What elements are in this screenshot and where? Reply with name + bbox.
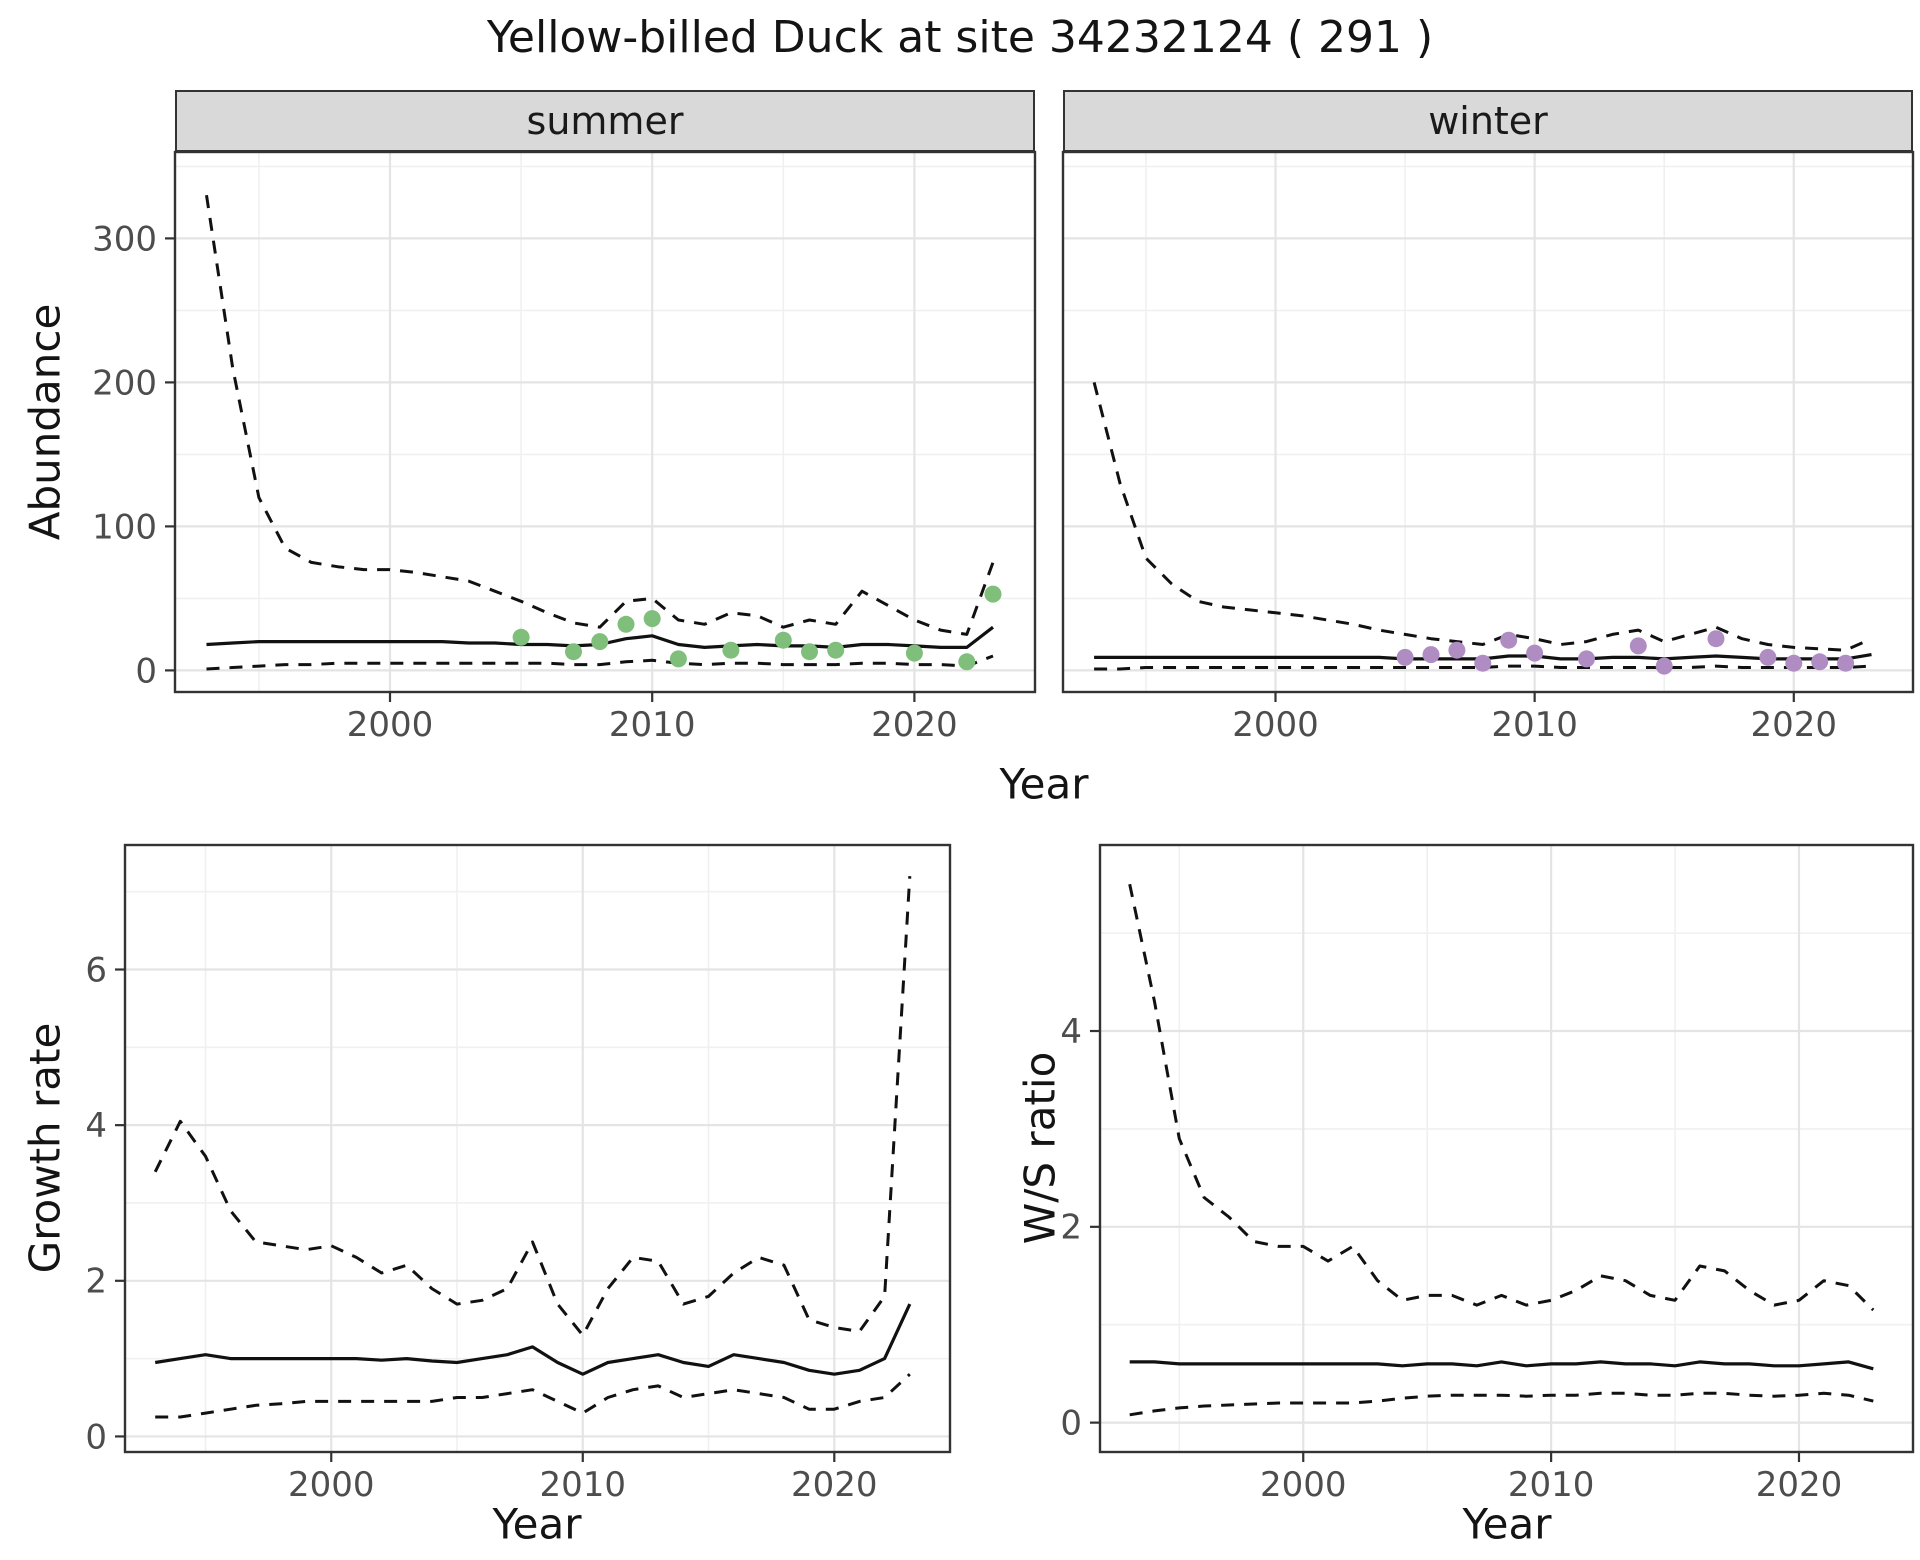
growth_rate-upper_95ci-line <box>153 876 912 1337</box>
data-point <box>1707 630 1725 648</box>
x-tick-label: 2000 <box>288 1465 375 1505</box>
x-tick-label: 2020 <box>1751 705 1838 745</box>
y-tick-label: 0 <box>1060 1404 1082 1444</box>
x-tick-label: 2020 <box>1756 1465 1843 1505</box>
y-tick-label: 4 <box>85 1106 107 1146</box>
x-axis-label-year-ws: Year <box>1462 1499 1552 1549</box>
data-point <box>1785 654 1803 672</box>
panel-border <box>123 843 952 1454</box>
abundance_summer-plot: 2000 2010 2020 0 100 200 300 <box>92 150 1037 745</box>
gridlines <box>175 152 1035 692</box>
data-point <box>1422 646 1440 664</box>
y-tick-label: 100 <box>92 507 157 547</box>
y-tick-label: 2 <box>1060 1208 1082 1248</box>
y-tick-label: 300 <box>92 219 157 259</box>
panel-abundance-winter: 2000 2010 2020 <box>1061 150 1915 745</box>
data-point <box>617 615 635 633</box>
gridlines <box>1100 845 1913 1452</box>
observed_winter-points <box>1396 630 1855 675</box>
y-tick-label: 2 <box>85 1262 107 1302</box>
gridlines <box>1063 152 1913 692</box>
data-point <box>958 653 976 671</box>
y-tick-label: 0 <box>85 1417 107 1457</box>
data-point <box>722 641 740 659</box>
growth_rate-median-line <box>154 1303 912 1376</box>
y-tick-label: 0 <box>135 651 157 691</box>
data-point <box>774 631 792 649</box>
ws_ratio-lower_95ci-line <box>1129 1391 1874 1417</box>
x-tick-label: 2000 <box>1232 705 1319 745</box>
x-axis-label-year-top: Year <box>999 759 1089 809</box>
panel-border <box>173 150 1037 694</box>
data-point <box>512 628 530 646</box>
x-tick-label: 2020 <box>791 1465 878 1505</box>
data-point <box>669 650 687 668</box>
facet-strip-summer: summer <box>175 90 1035 152</box>
x-tick-label: 2000 <box>347 705 434 745</box>
data-point <box>1811 653 1829 671</box>
y-axis-label-ws-ratio: W/S ratio <box>1015 1051 1065 1245</box>
data-point <box>1396 648 1414 666</box>
ws_ratio-upper_95ci-line <box>1128 883 1875 1312</box>
axis-ticks: 2000 2010 2020 0 100 200 300 <box>92 219 958 745</box>
ws_ratio-median-line <box>1129 1360 1874 1371</box>
data-point <box>1759 648 1777 666</box>
growth_rate-plot: 2000 2010 2020 0 2 4 6 <box>85 843 952 1505</box>
data-point <box>1837 654 1855 672</box>
data-point <box>801 643 818 661</box>
abundance_summer-lower_95ci-line <box>206 654 994 671</box>
axis-ticks: 2000 2010 2020 0 2 4 6 <box>85 950 877 1505</box>
observed_summer-points <box>512 585 1002 671</box>
data-point <box>1655 657 1673 675</box>
abundance_summer-upper_95ci-line <box>205 194 995 636</box>
y-tick-label: 200 <box>92 363 157 403</box>
y-tick-label: 6 <box>85 950 107 990</box>
x-tick-label: 2010 <box>1491 705 1578 745</box>
data-point <box>1629 637 1647 655</box>
panel-abundance-summer: 2000 2010 2020 0 100 200 300 <box>92 150 1037 745</box>
data-point <box>591 633 609 651</box>
growth_rate-lower_95ci-line <box>155 1373 911 1419</box>
x-tick-label: 2010 <box>609 705 696 745</box>
x-tick-label: 2000 <box>1260 1465 1347 1505</box>
panel-border <box>1098 843 1915 1454</box>
data-point <box>984 585 1002 603</box>
chart-title: Yellow-billed Duck at site 34232124 ( 29… <box>486 12 1434 63</box>
abundance_winter-plot: 2000 2010 2020 <box>1061 150 1915 745</box>
x-tick-label: 2010 <box>540 1465 627 1505</box>
abundance_winter-upper_95ci-line <box>1092 382 1873 652</box>
facet-strip-summer-label: summer <box>526 99 684 143</box>
data-point <box>1526 644 1544 662</box>
panel-border <box>1061 150 1915 694</box>
data-point <box>643 610 661 628</box>
data-point <box>1578 650 1595 668</box>
axis-ticks: 2000 2010 2020 0 2 4 <box>1060 1012 1842 1505</box>
x-tick-label: 2010 <box>1508 1465 1595 1505</box>
data-point <box>905 644 923 662</box>
data-point <box>565 643 582 661</box>
facet-strip-winter-label: winter <box>1428 99 1548 143</box>
data-point <box>827 641 845 659</box>
gridlines <box>125 845 950 1452</box>
data-point <box>1474 654 1492 672</box>
panel-ws-ratio: 2000 2010 2020 0 2 4 <box>1060 843 1915 1505</box>
ws_ratio-plot: 2000 2010 2020 0 2 4 <box>1060 843 1915 1505</box>
x-axis-label-year-growth: Year <box>492 1499 582 1549</box>
facet-strip-winter: winter <box>1063 90 1913 152</box>
data-point <box>1500 631 1518 649</box>
y-tick-label: 4 <box>1060 1012 1082 1052</box>
x-tick-label: 2020 <box>871 705 958 745</box>
y-axis-label-abundance: Abundance <box>20 303 70 541</box>
data-point <box>1448 641 1466 659</box>
axis-ticks: 2000 2010 2020 <box>1232 692 1837 745</box>
panel-growth-rate: 2000 2010 2020 0 2 4 6 <box>85 843 952 1505</box>
abundance_winter-lower_95ci-line <box>1094 664 1872 671</box>
y-axis-label-growth-rate: Growth rate <box>20 1022 70 1274</box>
